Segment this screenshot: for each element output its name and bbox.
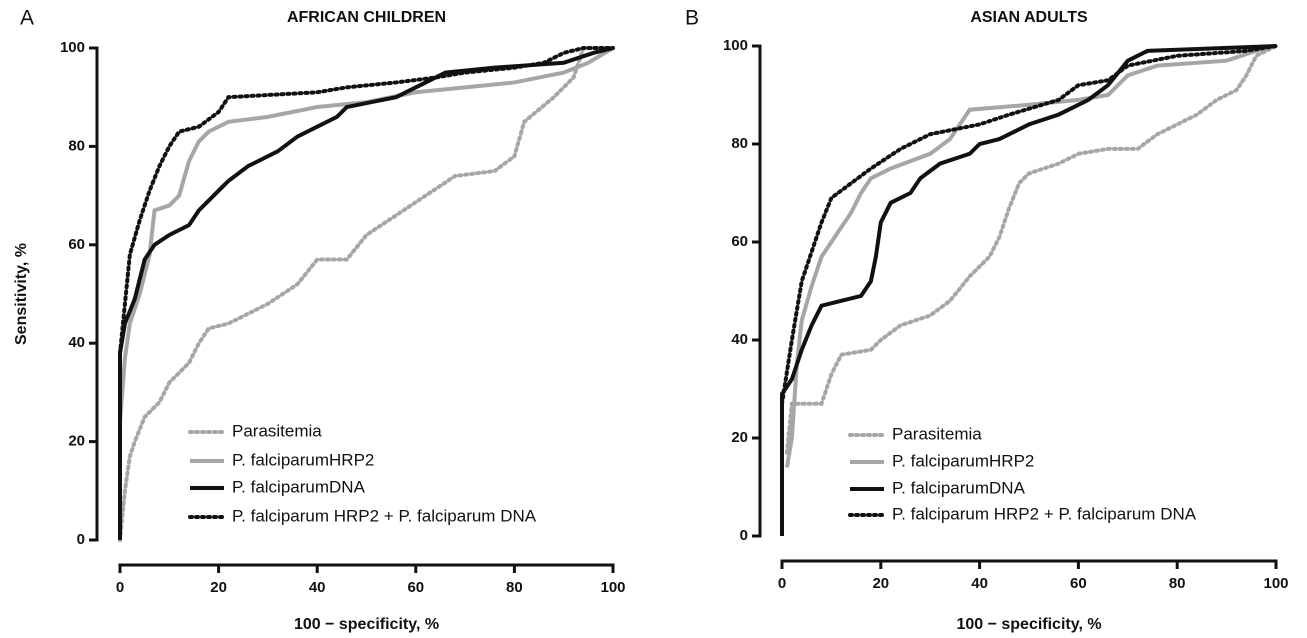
- y-tick-label: 40: [68, 334, 85, 351]
- y-tick-label: 40: [731, 331, 748, 348]
- y-axis-label: Sensitivity, %: [13, 243, 30, 345]
- roc-line: [118, 46, 615, 356]
- roc-line: [784, 44, 1277, 468]
- roc-line: [784, 44, 1278, 455]
- x-tick-label: 0: [116, 579, 124, 596]
- legend-label: P. falciparum HRP2 + P. falciparum DNA: [232, 506, 537, 525]
- roc-line: [780, 44, 1278, 406]
- panel-label: A: [20, 7, 34, 30]
- x-tick-label: 20: [210, 579, 227, 596]
- panel-label: B: [685, 7, 699, 30]
- x-tick-label: 40: [309, 579, 326, 596]
- x-tick-label: 60: [407, 579, 424, 596]
- x-tick-label: 80: [1169, 575, 1186, 592]
- roc-line: [780, 44, 1277, 536]
- y-tick-label: 60: [731, 233, 748, 250]
- x-axis-label: 100 − specificity, %: [956, 616, 1101, 633]
- y-tick-label: 100: [60, 39, 85, 56]
- y-tick-label: 0: [77, 531, 85, 548]
- x-tick-label: 0: [778, 575, 786, 592]
- y-tick-label: 20: [731, 429, 748, 446]
- legend-label: P. falciparum HRP2 + P. falciparum DNA: [892, 504, 1197, 523]
- chart-title: ASIAN ADULTS: [970, 9, 1088, 26]
- legend-label: Parasitemia: [232, 421, 322, 440]
- roc-line: [118, 46, 615, 423]
- roc-line: [118, 46, 614, 540]
- chart-title: AFRICAN CHILDREN: [287, 9, 446, 26]
- y-tick-label: 0: [740, 527, 748, 544]
- x-axis-label: 100 − specificity, %: [294, 616, 439, 633]
- y-tick-label: 60: [68, 236, 85, 253]
- legend-label: P. falciparumHRP2: [892, 451, 1034, 470]
- legend-label: P. falciparumDNA: [892, 478, 1026, 497]
- y-tick-label: 20: [68, 433, 85, 450]
- x-tick-label: 80: [506, 579, 523, 596]
- x-tick-label: 20: [872, 575, 889, 592]
- legend-label: P. falciparumHRP2: [232, 450, 374, 469]
- x-tick-label: 100: [600, 579, 625, 596]
- y-tick-label: 80: [68, 137, 85, 154]
- x-tick-label: 60: [1070, 575, 1087, 592]
- x-tick-label: 40: [971, 575, 988, 592]
- y-tick-label: 80: [731, 135, 748, 152]
- x-tick-label: 100: [1263, 575, 1288, 592]
- legend-label: P. falciparumDNA: [232, 477, 366, 496]
- roc-line: [118, 46, 615, 542]
- legend-label: Parasitemia: [892, 424, 982, 443]
- y-tick-label: 100: [723, 37, 748, 54]
